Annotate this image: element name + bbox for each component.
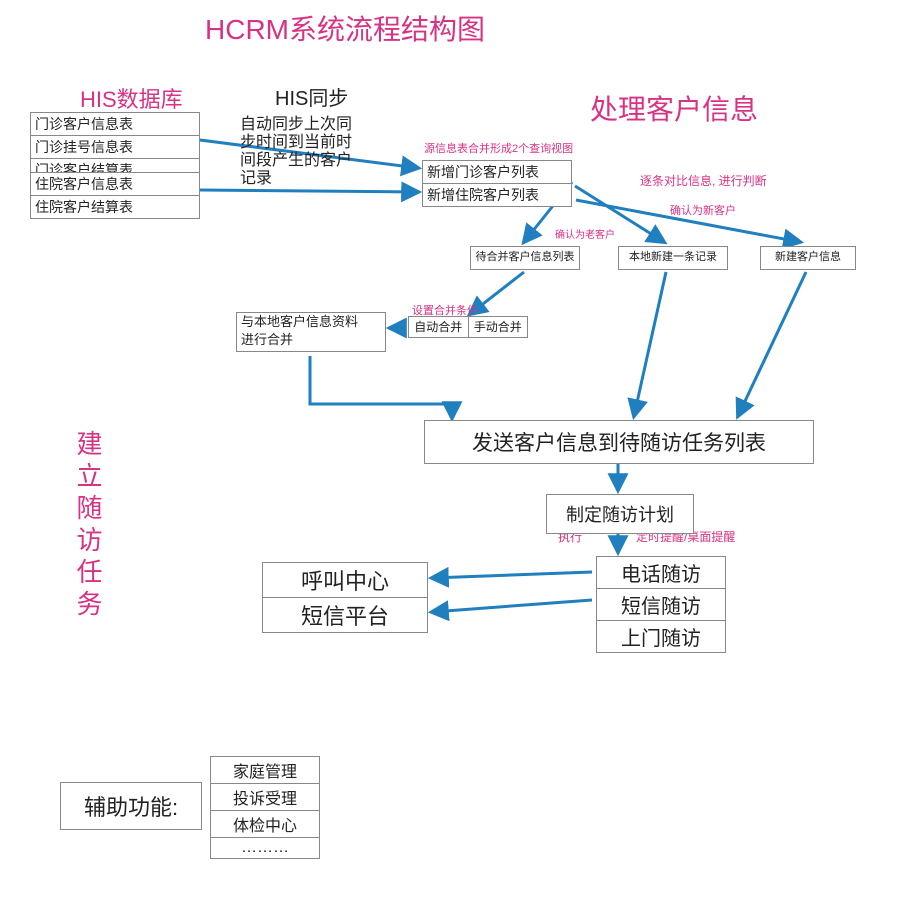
label-handle: 处理客户信息 xyxy=(590,88,758,128)
node-channels: 呼叫中心短信平台 xyxy=(262,562,428,633)
node-send_list: 发送客户信息到待随访任务列表 xyxy=(424,420,814,464)
node-newlists: 新增门诊客户列表新增住院客户列表 xyxy=(422,160,572,207)
node-followups-row-2: 上门随访 xyxy=(597,621,725,652)
node-followups: 电话随访短信随访上门随访 xyxy=(596,556,726,653)
arrow-12 xyxy=(432,572,592,578)
node-local_merge-row-1: 进行合并 xyxy=(237,331,385,349)
node-plan: 制定随访计划 xyxy=(546,494,694,534)
node-aux_list-row-1: 投诉受理 xyxy=(211,784,319,811)
node-channels-row-0: 呼叫中心 xyxy=(263,563,427,598)
label-aux_title: 辅助功能: xyxy=(60,782,202,830)
node-followups-row-1: 短信随访 xyxy=(597,589,725,621)
node-aux_list-row-3: ……… xyxy=(211,838,319,858)
node-newlists-row-0: 新增门诊客户列表 xyxy=(423,161,571,184)
arrow-5 xyxy=(470,272,524,314)
node-aux_list-row-2: 体检中心 xyxy=(211,811,319,838)
node-to_merge-row-0: 待合并客户信息列表 xyxy=(471,247,579,265)
diagram-title: HCRM系统流程结构图 xyxy=(205,8,485,48)
label-his_sync: HIS同步 xyxy=(275,82,348,111)
node-send_list-row-0: 发送客户信息到待随访任务列表 xyxy=(425,421,813,463)
node-his_tables1-row-0: 门诊客户信息表 xyxy=(31,113,199,136)
node-new_cust-row-0: 新建客户信息 xyxy=(761,247,855,265)
node-his_tables2-row-1: 住院客户结算表 xyxy=(31,196,199,218)
node-merge_opts-cell-1: 手动合并 xyxy=(469,317,528,337)
node-newlists-row-1: 新增住院客户列表 xyxy=(423,184,571,206)
node-his_tables1-row-1: 门诊挂号信息表 xyxy=(31,136,199,159)
label-asold_note: 确认为老客户 xyxy=(555,226,615,241)
node-his_tables2-row-0: 住院客户信息表 xyxy=(31,173,199,196)
label-followup_side: 建立随访任务 xyxy=(70,430,107,622)
label-judge_note: 逐条对比信息, 进行判断 xyxy=(640,172,767,189)
node-new_cust: 新建客户信息 xyxy=(760,246,856,270)
arrow-7 xyxy=(310,356,452,418)
node-aux_list-row-0: 家庭管理 xyxy=(211,757,319,784)
node-aux_list: 家庭管理投诉受理体检中心……… xyxy=(210,756,320,859)
node-merge_opts: 自动合并手动合并 xyxy=(408,316,528,338)
arrow-9 xyxy=(738,272,806,416)
label-sync_desc4: 记录 xyxy=(240,164,272,188)
node-local_merge-row-0: 与本地客户信息资料 xyxy=(237,313,385,331)
node-local_merge: 与本地客户信息资料进行合并 xyxy=(236,312,386,352)
arrow-8 xyxy=(634,272,666,416)
node-plan-row-0: 制定随访计划 xyxy=(547,495,693,533)
arrow-1 xyxy=(200,190,418,192)
node-local_new-row-0: 本地新建一条记录 xyxy=(619,247,727,265)
node-to_merge: 待合并客户信息列表 xyxy=(470,246,580,270)
node-channels-row-1: 短信平台 xyxy=(263,598,427,632)
label-his_db: HIS数据库 xyxy=(80,82,183,114)
label-view_note: 源信息表合并形成2个查询视图 xyxy=(424,140,573,156)
node-his_tables2: 住院客户信息表住院客户结算表 xyxy=(30,172,200,219)
node-followups-row-0: 电话随访 xyxy=(597,557,725,589)
label-asnew_note: 确认为新客户 xyxy=(670,202,736,218)
arrow-13 xyxy=(432,600,592,612)
node-local_new: 本地新建一条记录 xyxy=(618,246,728,270)
node-merge_opts-cell-0: 自动合并 xyxy=(409,317,469,337)
